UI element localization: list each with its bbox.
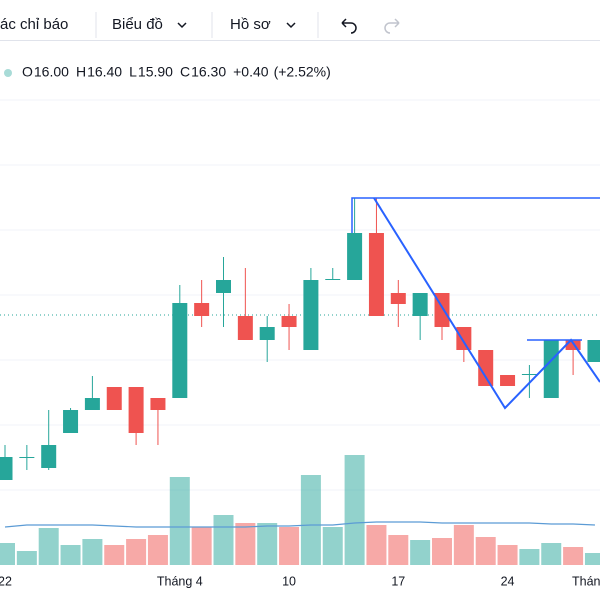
grid [0, 99, 600, 491]
volume-bar [366, 525, 387, 565]
volume-bar [38, 528, 59, 565]
x-axis: 22 Tháng 4 10 17 24 Tháng 5 [0, 574, 600, 588]
candle-body [150, 398, 166, 410]
candle-body [368, 233, 384, 316]
candle-body [456, 327, 472, 350]
candle-body [281, 316, 297, 327]
dropdown-icon [177, 22, 187, 29]
candle-body [521, 374, 537, 375]
candle-body [0, 457, 13, 480]
change: +0.40 [233, 64, 269, 80]
candle-body [194, 303, 210, 316]
volume-bar [541, 543, 562, 565]
volume-bar [191, 527, 212, 565]
candle-body [390, 293, 406, 304]
candle-body [84, 398, 100, 410]
volume-bar [410, 540, 431, 565]
drawings [351, 197, 600, 410]
candle-body [172, 303, 188, 398]
candle-body [259, 327, 275, 340]
undo-button[interactable] [341, 18, 357, 34]
volume-bar [497, 545, 518, 565]
legend-key: C [180, 64, 190, 80]
volume-bar [126, 539, 147, 565]
redo-button[interactable] [384, 18, 400, 34]
volume-bar [16, 551, 37, 565]
legend-value: 15.90 [138, 64, 173, 80]
x-tick-label: 22 [0, 574, 12, 588]
volume-bar [147, 535, 168, 565]
drawing-zigzag [373, 197, 600, 410]
candle-body [412, 293, 428, 316]
volume-ma-line [4, 521, 595, 528]
toolbar [0, 0, 600, 40]
legend-key: H [76, 64, 86, 80]
x-tick-label: 10 [282, 574, 296, 588]
candle-body [237, 316, 253, 340]
candle-body [478, 350, 494, 386]
legend-value: 16.40 [87, 64, 122, 80]
volume-bar [344, 455, 365, 565]
candle-body [543, 340, 559, 398]
volume-bar [257, 523, 278, 565]
status-dot [4, 69, 12, 77]
volume-pane [0, 455, 600, 565]
volume-bar [475, 537, 496, 565]
candle-body [41, 445, 57, 468]
legend: O 16.00 H 16.40 L 15.90 C 16.30 +0.40 (+2.52%) [22, 64, 331, 80]
volume-bar [300, 475, 321, 565]
candle-body [587, 340, 600, 362]
candle-body [347, 233, 363, 280]
indicators-button[interactable]: ác chỉ báo [0, 16, 68, 33]
volume-bar [584, 553, 600, 565]
volume-bar [82, 539, 103, 565]
legend-value: 16.00 [34, 64, 69, 80]
candle-body [500, 375, 516, 386]
candle-body [106, 387, 122, 410]
candle-body [128, 387, 144, 433]
x-tick-label: Tháng 5 [572, 574, 600, 588]
candle-body [325, 279, 341, 280]
candle-body [565, 340, 581, 350]
change-percent: (+2.52%) [274, 64, 331, 80]
volume-bar [104, 545, 125, 565]
volume-bar [453, 525, 474, 565]
volume-bar [60, 545, 81, 565]
volume-bar [432, 538, 452, 565]
dropdown-icon [286, 22, 296, 29]
x-tick-label: 24 [501, 574, 515, 588]
volume-bar [213, 515, 234, 565]
candle-body [216, 280, 231, 293]
legend-value: 16.30 [191, 64, 226, 80]
legend-key: O [22, 64, 33, 80]
x-tick-label: Tháng 4 [157, 574, 203, 588]
volume-bar [279, 527, 300, 565]
x-tick-label: 17 [391, 574, 405, 588]
candles [0, 198, 600, 480]
drawing-rectangle [351, 197, 600, 233]
volume-bar [563, 547, 584, 565]
chart-button[interactable]: Biểu đồ [112, 16, 163, 33]
volume-bar [169, 477, 190, 565]
legend-key: L [129, 64, 137, 80]
volume-bar [0, 543, 15, 565]
candle-body [303, 280, 319, 350]
candle-body [19, 457, 35, 458]
volume-bar [388, 535, 409, 565]
volume-bar [235, 523, 256, 565]
profile-button[interactable]: Hồ sơ [230, 16, 271, 33]
candle-body [63, 410, 79, 433]
volume-bar [519, 549, 540, 565]
volume-bar [322, 527, 343, 565]
